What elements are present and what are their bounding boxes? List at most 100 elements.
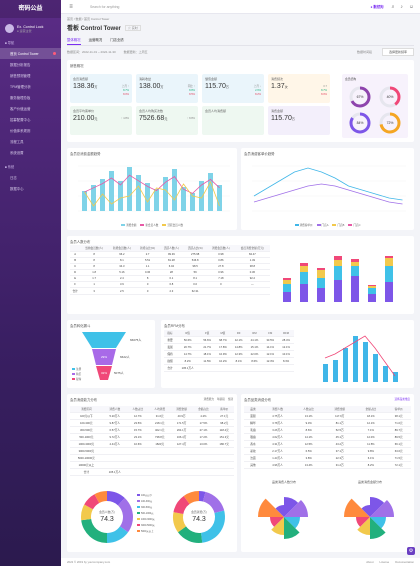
sidebar-item[interactable]: 服务管理总板 bbox=[0, 92, 61, 103]
kpi-card[interactable]: 会员人均消费额 bbox=[202, 106, 264, 135]
table-row[interactable]: 合计 105.1万人 bbox=[164, 364, 294, 372]
table-cell: 264.1万 bbox=[170, 426, 193, 434]
radial-slice bbox=[344, 498, 370, 517]
sidebar-item[interactable]: 招募配置中心 bbox=[0, 114, 61, 125]
table-row[interactable]: 3000-5000元 bbox=[70, 447, 234, 455]
table-row[interactable]: 精华 3.78万人 9.3% 81.1万 12.1% 71.0元 bbox=[244, 419, 411, 427]
table-cell: 89.5元 bbox=[386, 433, 411, 441]
table-cell: 44.1% bbox=[246, 336, 263, 344]
tab-age[interactable]: 年龄段 bbox=[217, 398, 225, 401]
table-row[interactable]: 重要 50.6% 56.6% 68.7% 42.1% 44.1% 33.5% 28.4% bbox=[164, 336, 294, 344]
kpi-card[interactable]: 消耗收益 138.00万 同比 ↑ 8.8% 8.5% bbox=[136, 74, 198, 103]
table-row[interactable]: C 8 34.3 1.1 6.04 98.5 27.8 38.8 bbox=[70, 263, 270, 270]
table-cell bbox=[126, 461, 149, 469]
table-row[interactable]: 5000-10000元 bbox=[70, 454, 234, 462]
sidebar-item[interactable]: 流程工具 bbox=[0, 136, 61, 147]
table-cell bbox=[214, 468, 234, 476]
search-input[interactable]: Search for anything bbox=[90, 4, 120, 9]
sidebar-item[interactable]: 价值体系规则 bbox=[0, 125, 61, 136]
menu-toggle-icon[interactable]: ≡ bbox=[69, 3, 73, 10]
table-row[interactable]: B 8 8.1 5.51 81.28 546.8 0.86 1.49 bbox=[70, 257, 270, 264]
table-row[interactable]: 1000-3000元 4.44万人 10.6% 1823元 127.4万 13.0% 180… bbox=[70, 440, 234, 448]
footer-link-license[interactable]: License bbox=[379, 560, 390, 564]
sidebar-item[interactable]: 数据中心 bbox=[0, 183, 61, 194]
table-row[interactable]: 合计 3 2.5 0 2.3 62.31 bbox=[70, 287, 270, 295]
stacked-bar bbox=[351, 259, 359, 262]
donut-slice bbox=[199, 491, 206, 502]
table-cell bbox=[192, 461, 215, 469]
user-profile[interactable]: Ex. Control Lock ● 运营主管 bbox=[5, 24, 56, 33]
table-row[interactable]: D 1.8 5.16 0.36 28 59 0.96 0.36 bbox=[70, 269, 270, 276]
category-consumption-table: 品类 消费人数 人数占比 消费金额 金额占比 客单价 面膜 4.75万人 13.1% 117.9万… bbox=[244, 406, 411, 469]
table-row[interactable]: 彩妆 2.17万人 6.5% 37.1万 9.8% 63.6元 bbox=[244, 447, 411, 455]
sidebar-item[interactable]: 首页 Control Tower bbox=[0, 48, 61, 59]
table-row[interactable]: 洁面 1.43万人 3.8% 22.3万 6.1% 71.5元 bbox=[244, 454, 411, 462]
table-cell bbox=[170, 454, 193, 462]
rfm-table: 指标 R值 F值 M值 RF RM FM RFM 重要 50.6% 56.6% 68.7% 42.1% 4… bbox=[164, 330, 294, 372]
sidebar-item[interactable]: 系统设置 bbox=[0, 147, 61, 158]
table-row[interactable]: 眼霜 4.62万人 14.1% 45.1万 12.0% 89.5元 bbox=[244, 433, 411, 441]
bar bbox=[100, 179, 105, 211]
radial-slice bbox=[370, 517, 386, 539]
kpi-card[interactable]: 会员消费额 138.36万 上月 ↑ 8.7% 8.0% bbox=[70, 74, 132, 103]
stacked-bar bbox=[368, 294, 376, 302]
table-row[interactable]: 10000元以上 bbox=[70, 461, 234, 469]
tab-ability[interactable]: 消费能力 bbox=[203, 398, 215, 401]
table-row[interactable]: 500-1000元 9.72万人 23.1% 738.8元 166.4万 17.2% 151… bbox=[70, 433, 234, 441]
table-row[interactable]: E 1.7 2.4 8 0.1 8.1 7.18 92.2 bbox=[70, 275, 270, 282]
tab-gender[interactable]: 性别 bbox=[227, 398, 233, 401]
footer-link-about[interactable]: About bbox=[366, 560, 374, 564]
donut-slice bbox=[107, 491, 125, 506]
table-cell: 23.5% bbox=[126, 419, 149, 427]
sidebar-item[interactable]: 数据分析报告 bbox=[0, 59, 61, 70]
table-row[interactable]: 乳霜 3.26万人 8.6% 52.5万 7.1% 89.7元 bbox=[244, 426, 411, 434]
tab-operations[interactable]: 运营概况 bbox=[88, 38, 103, 42]
legend-active-members: 活跃会员人数 bbox=[162, 223, 183, 227]
brand-badge[interactable]: ● 默然狗 bbox=[370, 5, 384, 9]
avatar bbox=[5, 24, 14, 33]
table-cell: 21.7% bbox=[199, 343, 216, 351]
table-row[interactable]: A 8 96.2 2.7 99.39 275.98 0.98 84.47 bbox=[70, 251, 270, 258]
kpi-card[interactable]: 储值金额 115.70万 上月 ↓ 2.6% 8.2% bbox=[202, 74, 264, 103]
table-cell: 0 bbox=[135, 281, 160, 288]
kpi-card[interactable]: 会员人均购买次数 7526.68元 ↑ 8.8% bbox=[136, 106, 198, 135]
legend-new-members: 新会员人数 bbox=[140, 223, 158, 227]
table-row[interactable]: 300-500元 6.57万人 15.7% 402.1元 264.1万 27.1% 118.… bbox=[70, 426, 234, 434]
table-row[interactable]: F 1 3.9 0 6.8 0.0 0— bbox=[70, 281, 270, 288]
bell-icon[interactable]: ♪ bbox=[400, 3, 403, 10]
settings-fab-icon[interactable]: ⚙ bbox=[407, 547, 415, 555]
sidebar-item[interactable]: 客户价值运营 bbox=[0, 103, 61, 114]
kpi-card[interactable]: 消费频次 1.37次 0.7 8.7% 8.0% bbox=[268, 74, 330, 103]
footer-link-docs[interactable]: Documentation bbox=[395, 560, 414, 564]
table-row[interactable]: 100-300元 9.87万人 23.5% 218.1元 171.5万 17.5% 98.2… bbox=[70, 419, 234, 427]
table-cell: 2.5 bbox=[108, 287, 136, 295]
table-row[interactable]: 100元以下 5.20万人 12.7% 31.6元 40.9万 4.2% 27.1元 bbox=[70, 412, 234, 420]
kpi-card[interactable]: 会员平均客单价 210.00元 ↑ 4.8% bbox=[70, 106, 132, 135]
category-select[interactable]: 选择品类维度 bbox=[394, 398, 410, 401]
table-row[interactable]: 挽留 8.2% 11.5% 10.2% 8.1% 8.6% 12.3% 8.3% bbox=[164, 357, 294, 365]
user-icon[interactable]: ☺ bbox=[408, 3, 414, 10]
table-cell: 6.1% bbox=[355, 454, 387, 462]
table-row[interactable]: 发展 20.7% 21.7% 17.8% 14.8% 15.1% 14.1% 12.1% bbox=[164, 343, 294, 351]
table-cell: 4.75万人 bbox=[261, 412, 294, 420]
table-row[interactable]: 合计 105.1万人 bbox=[70, 468, 234, 476]
tab-stores[interactable]: 门店业绩 bbox=[110, 38, 124, 42]
sidebar-item[interactable]: 日志 bbox=[0, 172, 61, 183]
table-row[interactable]: 香水 4.31万人 12.5% 43.2万 11.5% 66.1元 bbox=[244, 440, 411, 448]
kpi-card[interactable]: 消费金额 115.70万 bbox=[268, 106, 330, 135]
bar bbox=[154, 189, 159, 211]
table-cell bbox=[192, 447, 215, 455]
sidebar-item[interactable]: TPM管理分析 bbox=[0, 81, 61, 92]
table-cell: 1.8 bbox=[80, 269, 109, 276]
table-row[interactable]: 面膜 4.75万人 13.1% 117.9万 18.1% 38.1元 bbox=[244, 412, 411, 420]
sidebar-item[interactable]: 销售预测管理 bbox=[0, 70, 61, 81]
table-row[interactable]: 保持 14.7% 18.1% 10.9% 12.3% 22.0% 12.1% 10.1% bbox=[164, 350, 294, 358]
frequency-select[interactable]: 选择更新频率 bbox=[381, 48, 414, 56]
sidebar-item-label: 数据中心 bbox=[10, 187, 24, 191]
search-icon[interactable]: ⌕ bbox=[391, 3, 395, 10]
tab-overview[interactable]: 整体概况 bbox=[67, 35, 81, 45]
stacked-bar bbox=[317, 268, 325, 270]
app-logo[interactable]: 密码公益 bbox=[0, 0, 61, 18]
table-row[interactable]: 其他 4.96万人 13.4% 31.2万 8.2% 72.1元 bbox=[244, 461, 411, 469]
radial-slice bbox=[284, 497, 299, 517]
